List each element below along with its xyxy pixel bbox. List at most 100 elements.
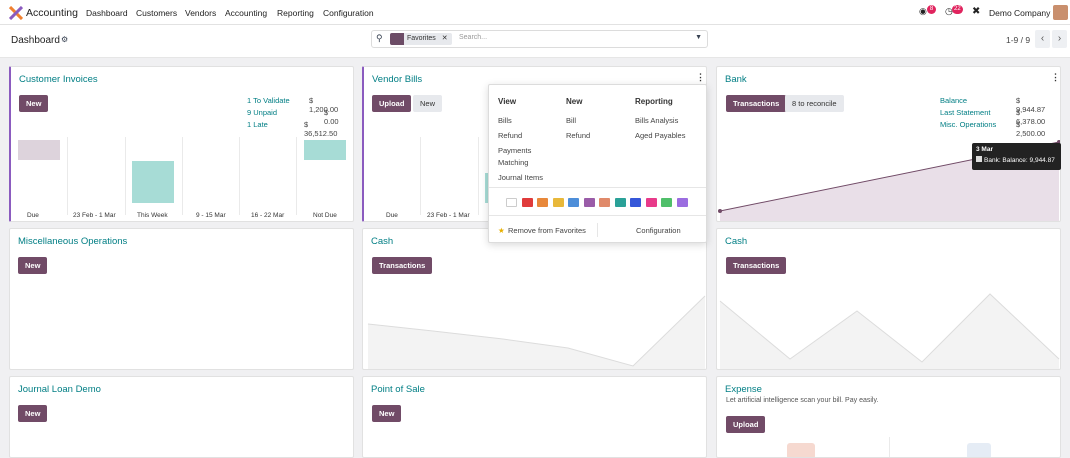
upload-button[interactable]: Upload <box>726 416 766 433</box>
search-input[interactable]: Search... <box>459 34 488 41</box>
chart-bar[interactable] <box>132 161 174 203</box>
chart-bar[interactable] <box>18 140 60 160</box>
transactions-button[interactable]: Transactions <box>372 257 433 274</box>
stat-row[interactable]: 9 Unpaid $ 0.00 <box>247 108 339 126</box>
balance-point <box>718 209 722 213</box>
new-button[interactable]: New <box>18 257 48 274</box>
color-swatch[interactable] <box>676 198 688 207</box>
new-refund[interactable]: Refund <box>566 131 591 140</box>
menu-dashboard[interactable]: Dashboard <box>86 8 128 18</box>
color-swatch[interactable] <box>506 198 517 207</box>
x-label: Due <box>27 212 39 219</box>
report-bills-analysis[interactable]: Bills Analysis <box>635 116 679 125</box>
card-title[interactable]: Bank <box>725 74 747 85</box>
company-name[interactable]: Demo Company <box>989 8 1051 18</box>
card-title[interactable]: Expense <box>725 384 762 395</box>
card-title[interactable]: Customer Invoices <box>19 74 98 85</box>
breadcrumb: Dashboard <box>11 35 60 46</box>
stat-row[interactable]: Last Statement $ 6,378.00 <box>940 108 1046 126</box>
menu-customers[interactable]: Customers <box>136 8 178 18</box>
card-title[interactable]: Cash <box>371 236 394 247</box>
facet-label: Favorites <box>407 35 436 42</box>
stat-row[interactable]: 1 To Validate $ 1,200.00 <box>247 96 339 114</box>
color-swatch[interactable] <box>661 198 672 207</box>
accounting-logo-icon[interactable] <box>9 6 23 20</box>
pager-prev-button[interactable]: ‹ <box>1035 30 1050 48</box>
menu-accounting[interactable]: Accounting <box>225 8 268 18</box>
cash-line <box>719 293 1060 363</box>
reconcile-button[interactable]: 8 to reconcile <box>785 95 844 112</box>
expense-subtitle: Let artificial intelligence scan your bi… <box>726 397 879 404</box>
cash-chart[interactable] <box>363 289 707 370</box>
stat-row[interactable]: Balance $ 9,944.87 <box>940 96 1046 114</box>
star-icon[interactable]: ★ <box>498 226 505 235</box>
switch-company-icon[interactable]: ✖ <box>972 6 981 17</box>
card-menu-icon[interactable]: ⋮ <box>696 72 705 82</box>
card-title[interactable]: Point of Sale <box>371 384 425 395</box>
card-title[interactable]: Vendor Bills <box>372 74 423 85</box>
color-swatch[interactable] <box>630 198 641 207</box>
app-name[interactable]: Accounting <box>26 7 78 19</box>
color-swatch[interactable] <box>552 198 564 207</box>
view-journal-items[interactable]: Journal Items <box>498 173 544 182</box>
color-swatch[interactable] <box>583 198 595 207</box>
card-menu-icon[interactable]: ⋮ <box>1051 72 1060 82</box>
vendor-bills-dropdown: View New Reporting Bills Refund Payments… <box>488 84 707 243</box>
color-swatch[interactable] <box>521 198 533 207</box>
configuration-link[interactable]: Configuration <box>636 226 681 235</box>
color-swatch[interactable] <box>599 198 610 207</box>
grid-line <box>125 137 126 215</box>
filter-icon <box>390 33 404 45</box>
activity-clock-icon[interactable]: ◷ <box>945 6 953 16</box>
color-swatch[interactable] <box>537 198 548 207</box>
gear-icon[interactable]: ⚙ <box>61 35 69 44</box>
report-aged-payables[interactable]: Aged Payables <box>635 131 686 140</box>
upload-button[interactable]: Upload <box>372 95 412 112</box>
stat-row[interactable]: Misc. Operations $ 2,500.00 <box>940 120 1046 138</box>
tooltip-date: 3 Mar <box>976 146 993 153</box>
color-swatch[interactable] <box>614 198 626 207</box>
new-bill[interactable]: Bill <box>566 116 577 125</box>
transactions-button[interactable]: Transactions <box>726 257 787 274</box>
new-button[interactable]: New <box>18 405 48 422</box>
customer-invoices-card: Customer Invoices New 1 To Validate $ 1,2… <box>9 66 354 222</box>
cash-chart[interactable] <box>717 289 1061 370</box>
pager-value[interactable]: 1-9 / 9 <box>1006 35 1031 45</box>
legend-swatch-icon <box>976 156 982 162</box>
remove-facet-icon[interactable]: ✕ <box>441 35 448 42</box>
receipt-illustration-icon <box>787 443 815 457</box>
color-swatch[interactable] <box>568 198 579 207</box>
caret-down-icon[interactable]: ▼ <box>695 34 702 41</box>
view-payments[interactable]: Payments <box>498 146 532 155</box>
menu-configuration[interactable]: Configuration <box>323 8 374 18</box>
cash-area <box>720 294 1059 369</box>
remove-favorites-link[interactable]: Remove from Favorites <box>508 226 586 235</box>
card-title[interactable]: Miscellaneous Operations <box>18 236 128 247</box>
search-bar[interactable]: ⚲ Favorites ✕ Search... ▼ <box>371 30 708 48</box>
new-button[interactable]: New <box>372 405 402 422</box>
pager-next-button[interactable]: › <box>1052 30 1067 48</box>
view-matching[interactable]: Matching <box>498 158 529 167</box>
chart-bar[interactable] <box>304 140 346 160</box>
new-bill-button[interactable]: New <box>413 95 443 112</box>
card-title[interactable]: Cash <box>725 236 748 247</box>
menu-vendors[interactable]: Vendors <box>185 8 217 18</box>
search-icon: ⚲ <box>376 33 383 43</box>
x-label: 16 - 22 Mar <box>251 212 285 219</box>
view-refund[interactable]: Refund <box>498 131 523 140</box>
transactions-button[interactable]: Transactions <box>726 95 787 112</box>
view-bills[interactable]: Bills <box>498 116 512 125</box>
grid-line <box>239 137 240 215</box>
stat-row[interactable]: 1 Late $ 36,512.50 <box>247 120 338 138</box>
favorites-facet[interactable]: Favorites ✕ <box>390 33 452 45</box>
color-swatch[interactable] <box>645 198 657 207</box>
menu-reporting[interactable]: Reporting <box>277 8 314 18</box>
x-label: 23 Feb - 1 Mar <box>73 212 116 219</box>
reporting-header: Reporting <box>635 97 673 106</box>
card-title[interactable]: Journal Loan Demo <box>18 384 101 395</box>
new-invoice-button[interactable]: New <box>19 95 49 112</box>
expense-card: Expense Let artificial intelligence scan… <box>716 376 1061 458</box>
x-label: 23 Feb - 1 Mar <box>427 212 470 219</box>
chat-icon[interactable]: ◉ <box>919 6 927 16</box>
user-avatar[interactable] <box>1053 5 1068 20</box>
